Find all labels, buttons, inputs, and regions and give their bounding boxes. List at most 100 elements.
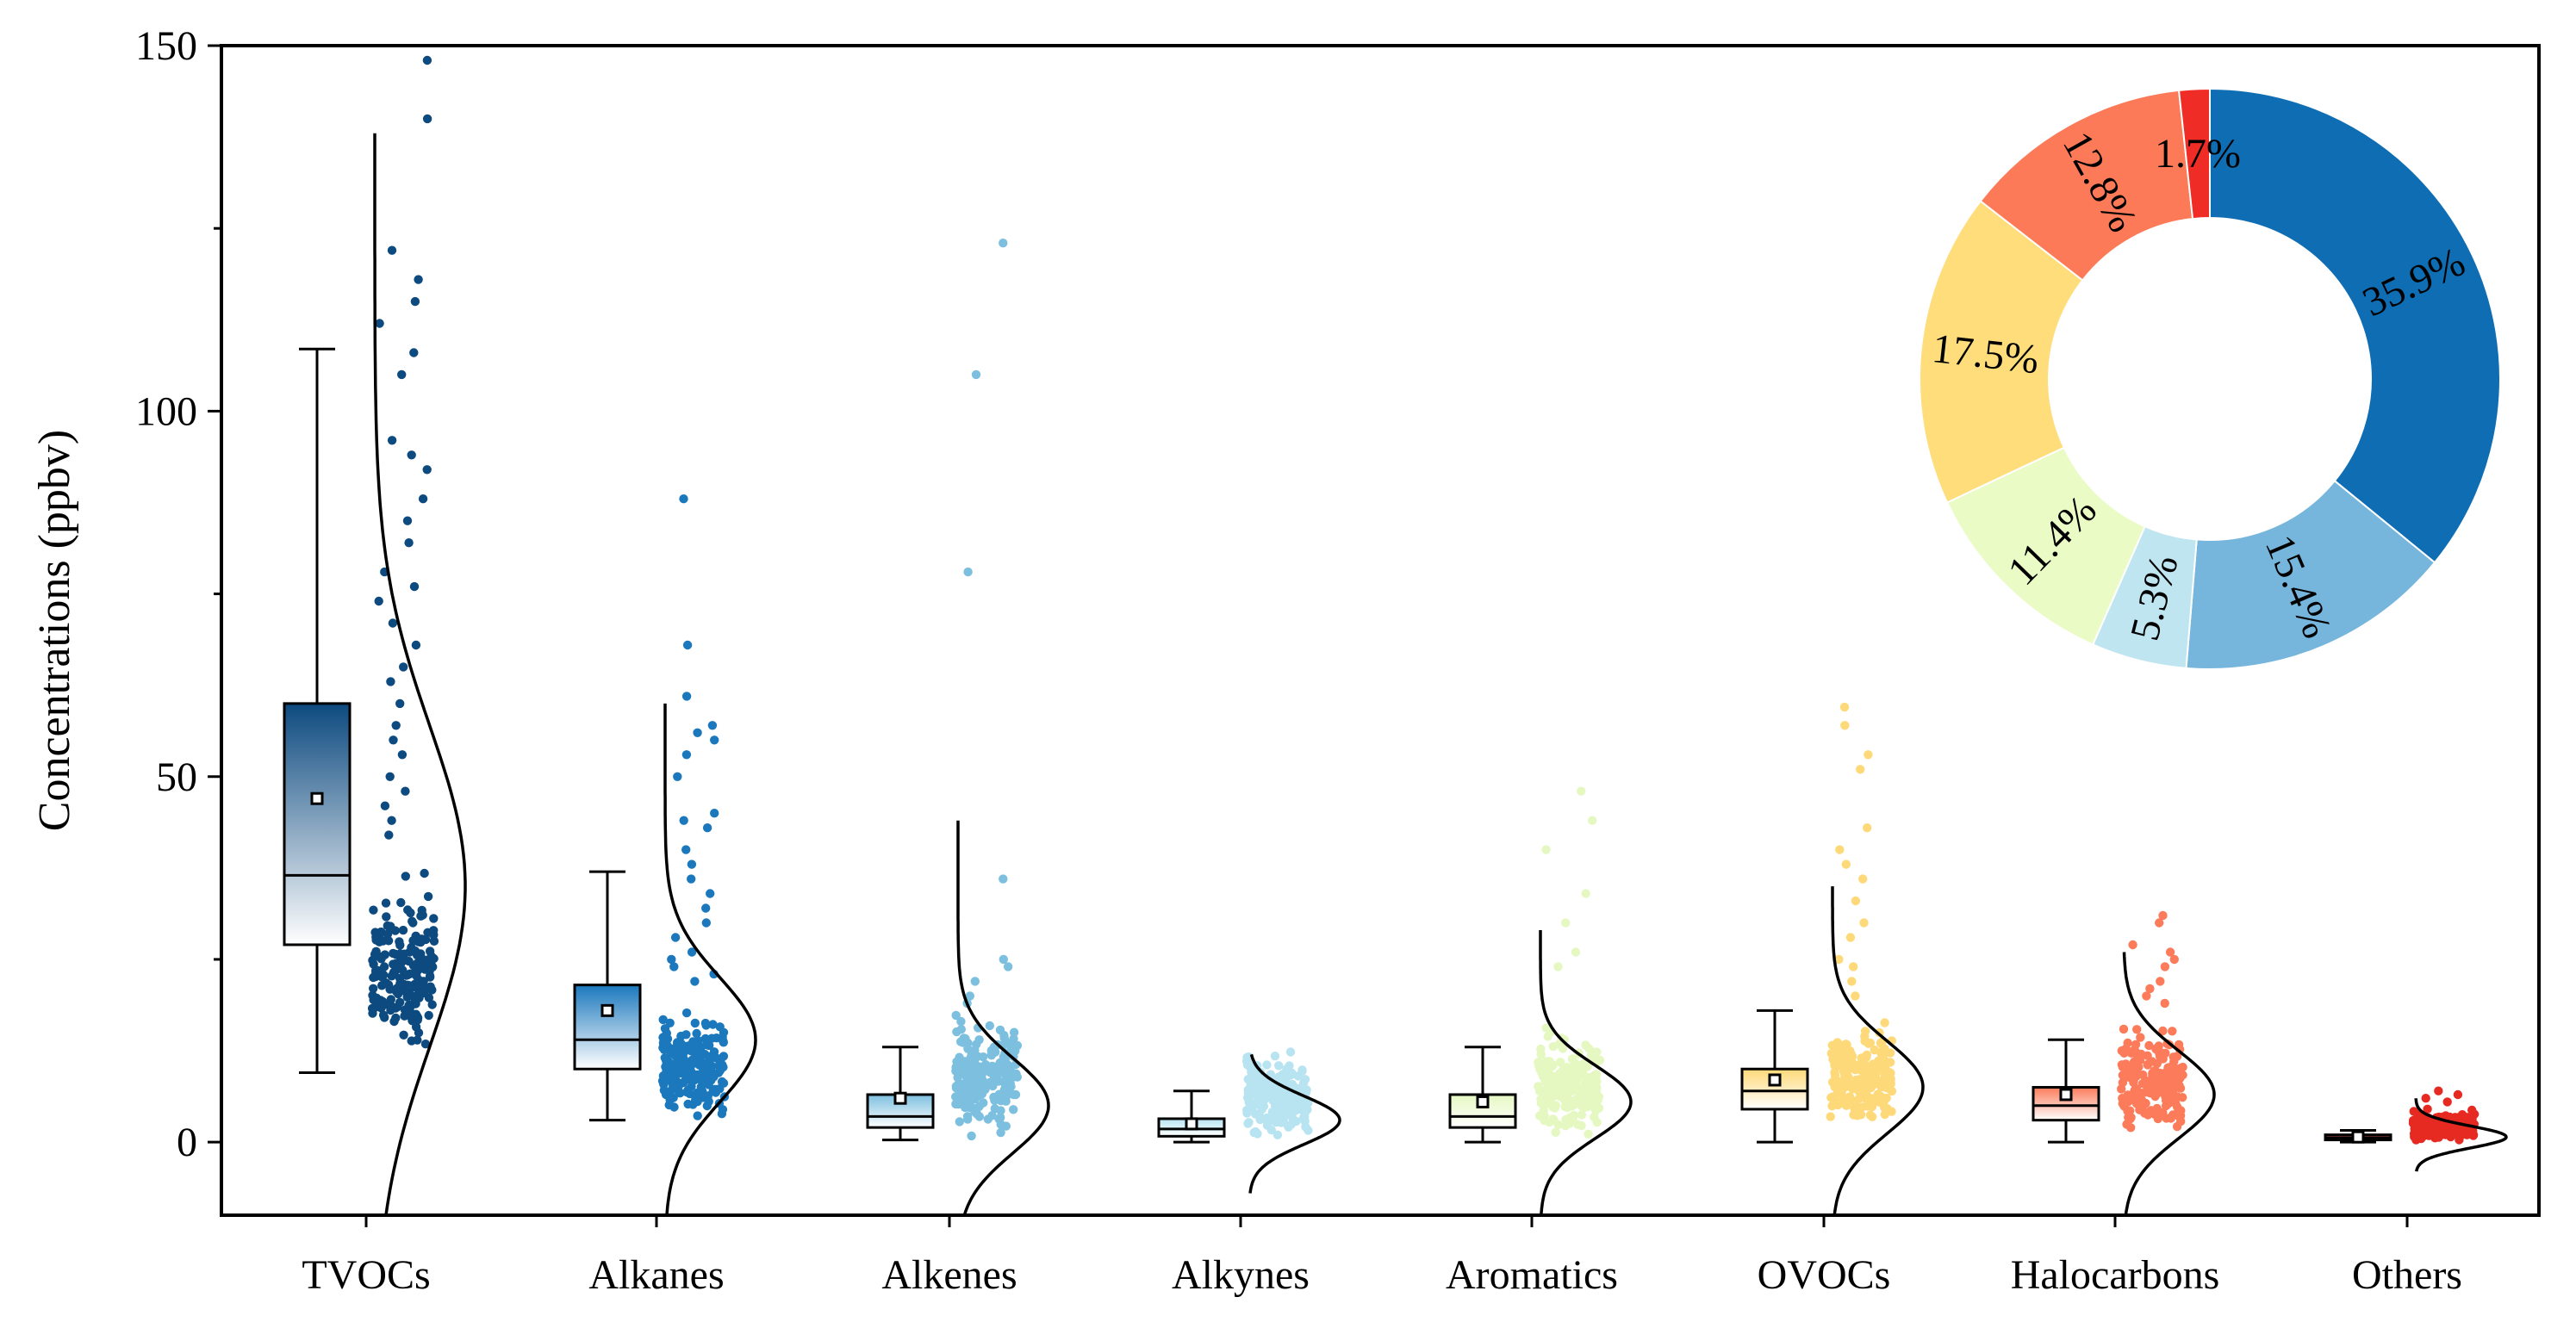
- data-point: [425, 947, 435, 956]
- data-point: [387, 245, 397, 255]
- data-point: [674, 1049, 683, 1058]
- data-point: [388, 618, 398, 628]
- data-point: [389, 735, 398, 745]
- data-point: [1841, 1101, 1851, 1110]
- data-point: [1581, 1094, 1591, 1103]
- data-point: [1248, 1083, 1258, 1092]
- data-point: [681, 845, 691, 854]
- data-point: [2171, 1098, 2181, 1108]
- data-point: [2423, 1104, 2432, 1114]
- data-point: [2462, 1130, 2472, 1139]
- data-point: [383, 936, 394, 946]
- data-point: [417, 984, 426, 994]
- series-alkenes: [866, 239, 1050, 1216]
- data-point: [398, 925, 408, 935]
- data-point: [1867, 1112, 1877, 1122]
- data-point: [1856, 1102, 1866, 1113]
- data-point: [2142, 991, 2151, 1001]
- data-point: [980, 1064, 989, 1073]
- data-point: [999, 874, 1008, 884]
- data-point: [397, 750, 408, 760]
- data-point: [395, 997, 405, 1008]
- data-point: [672, 1061, 681, 1071]
- data-point: [972, 1040, 981, 1049]
- data-point: [386, 1005, 395, 1015]
- data-point: [2129, 1077, 2138, 1088]
- data-point: [1886, 1048, 1895, 1058]
- data-point: [1865, 1038, 1876, 1048]
- data-point: [2432, 1127, 2442, 1138]
- series-aromatics: [1448, 786, 1633, 1216]
- data-point: [1856, 1078, 1865, 1088]
- data-point: [667, 1094, 676, 1103]
- data-point: [682, 1087, 692, 1097]
- data-point: [682, 640, 693, 650]
- data-point: [369, 984, 378, 994]
- density-curve: [663, 703, 757, 1216]
- data-point: [1565, 1119, 1574, 1128]
- data-point: [1543, 1058, 1552, 1067]
- data-point: [1242, 1052, 1252, 1063]
- density-curve: [1248, 1053, 1341, 1194]
- data-point: [2453, 1089, 2463, 1100]
- data-point: [1571, 1075, 1582, 1085]
- data-point: [409, 581, 420, 592]
- data-point: [393, 989, 403, 999]
- data-point: [1887, 1107, 1896, 1116]
- data-point: [1577, 786, 1586, 796]
- data-point: [1830, 1083, 1839, 1092]
- data-point: [959, 1067, 968, 1077]
- data-point: [974, 1102, 984, 1112]
- data-point: [2126, 1113, 2136, 1122]
- data-point: [426, 982, 435, 991]
- data-point: [687, 874, 696, 884]
- data-point: [385, 772, 395, 781]
- data-point: [405, 981, 414, 990]
- data-point: [1290, 1106, 1300, 1116]
- data-point: [378, 1010, 389, 1020]
- data-point: [2178, 1071, 2187, 1080]
- data-point: [963, 1091, 974, 1101]
- data-point: [1863, 823, 1872, 833]
- data-point: [2169, 954, 2179, 965]
- data-point: [384, 830, 394, 840]
- data-point: [681, 1008, 692, 1018]
- data-point: [1250, 1089, 1260, 1099]
- data-point: [375, 319, 384, 328]
- data-point: [2122, 1120, 2131, 1129]
- data-point: [425, 971, 435, 981]
- data-point: [1880, 1018, 1889, 1027]
- data-point: [1260, 1114, 1271, 1125]
- data-point: [400, 949, 409, 959]
- data-point: [374, 596, 383, 606]
- y-tick-label: 100: [135, 388, 197, 434]
- data-point: [1244, 1118, 1254, 1127]
- data-point: [1553, 962, 1563, 971]
- data-point: [1277, 1102, 1287, 1111]
- data-point: [693, 728, 702, 737]
- data-point: [2128, 940, 2137, 950]
- data-point: [382, 912, 391, 922]
- data-point: [988, 1081, 998, 1091]
- data-point: [420, 868, 429, 878]
- series-others: [2324, 1086, 2508, 1172]
- data-point: [1584, 1129, 1593, 1139]
- data-point: [418, 494, 428, 504]
- series-alkynes: [1157, 1047, 1341, 1194]
- data-point: [1005, 1078, 1015, 1089]
- data-point: [1571, 947, 1581, 957]
- box: [283, 702, 352, 947]
- data-point: [1591, 1089, 1601, 1099]
- data-point: [1571, 1099, 1580, 1109]
- x-tick-label: TVOCs: [302, 1252, 430, 1298]
- x-tick-label: Others: [2352, 1252, 2462, 1298]
- data-point: [683, 1099, 693, 1109]
- data-point: [369, 905, 378, 915]
- data-point: [1578, 1086, 1588, 1095]
- data-point: [669, 1083, 679, 1092]
- data-point: [1877, 1046, 1888, 1056]
- data-point: [1266, 1125, 1277, 1135]
- data-point: [371, 965, 381, 976]
- data-point: [673, 772, 682, 781]
- data-point: [667, 1074, 676, 1083]
